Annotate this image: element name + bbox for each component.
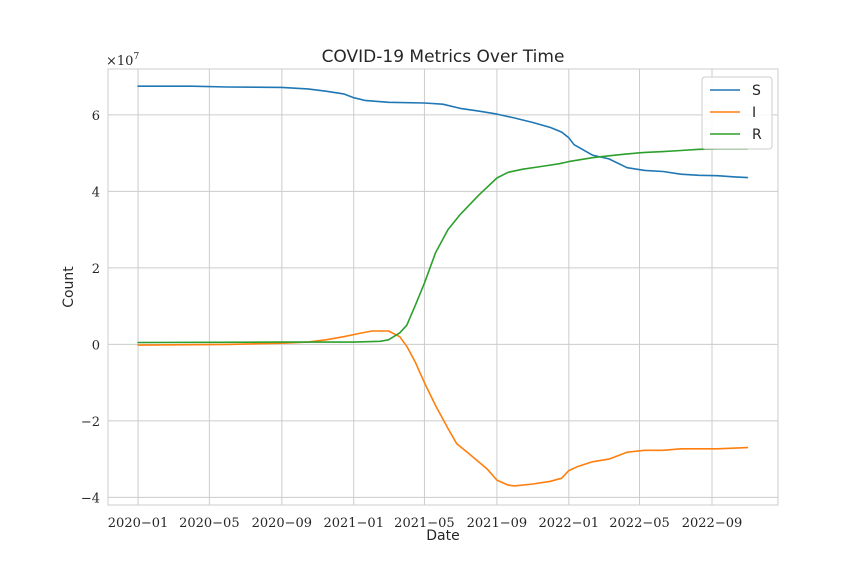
x-axis-label: Date: [426, 528, 459, 544]
series-line-i: [137, 330, 749, 487]
y-tick-label: −2: [81, 415, 100, 430]
x-tick-label: 2022−01: [539, 516, 600, 531]
x-axis-ticks: 2020−01 2020−05 2020−09 2021−01 2021−05 2021−…: [108, 516, 742, 531]
series-line-s: [137, 85, 749, 179]
series-line-r: [137, 148, 749, 344]
y-scale-multiplier: ×107: [106, 52, 139, 69]
x-tick-label: 2020−05: [179, 516, 240, 531]
plot-area: [107, 68, 779, 506]
x-tick-label: 2021−09: [467, 516, 528, 531]
legend-label-i: I: [752, 105, 756, 121]
y-tick-label: 6: [92, 109, 100, 124]
x-tick-label: 2022−05: [609, 516, 670, 531]
y-axis-label: Count: [61, 266, 77, 308]
x-tick-label: 2020−01: [108, 516, 169, 531]
y-tick-label: −4: [81, 491, 100, 506]
legend-box: [701, 76, 773, 150]
legend-label-r: R: [752, 127, 762, 143]
y-axis-ticks: 6 4 2 0 −2 −4: [81, 109, 100, 506]
x-tick-label: 2020−09: [252, 516, 313, 531]
y-tick-label: 2: [92, 262, 100, 277]
chart-title: COVID-19 Metrics Over Time: [322, 47, 565, 67]
legend: SIR: [701, 76, 773, 150]
x-tick-label: 2021−01: [323, 516, 384, 531]
x-tick-label: 2021−05: [394, 516, 455, 531]
y-tick-label: 0: [92, 338, 100, 353]
legend-label-s: S: [752, 83, 761, 99]
y-tick-label: 4: [92, 185, 100, 200]
series-lines: [137, 85, 749, 487]
x-tick-label: 2022−09: [682, 516, 743, 531]
